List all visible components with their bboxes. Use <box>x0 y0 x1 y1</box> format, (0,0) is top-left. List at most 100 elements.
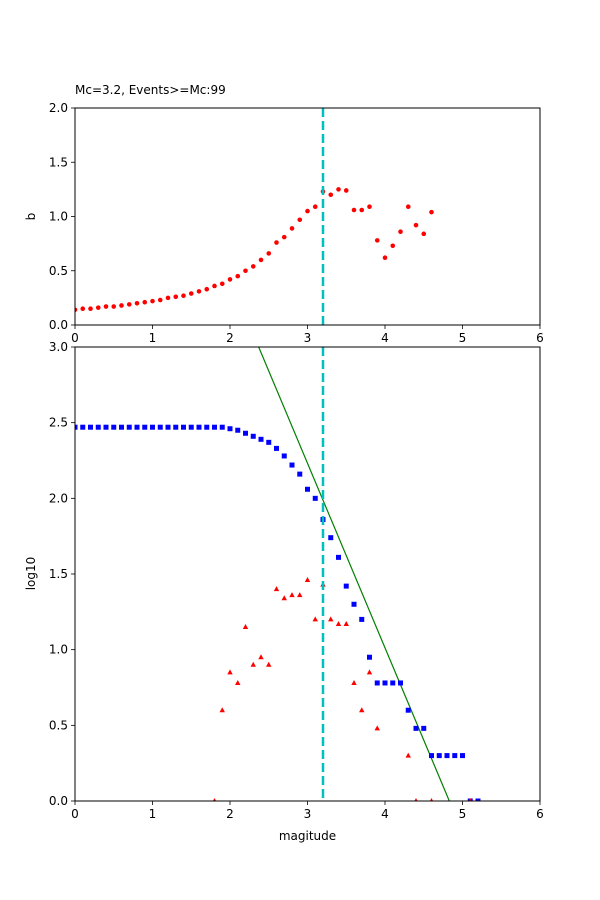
b-panel-xtick-label: 1 <box>149 331 157 345</box>
b-panel-point <box>274 240 279 245</box>
log10-panel-triangle-point <box>414 798 418 801</box>
log10-panel-xtick-label: 0 <box>71 807 79 821</box>
log10-panel-square-point <box>212 424 217 430</box>
log10-panel-square-point <box>460 753 465 759</box>
log10-panel-triangle-point <box>405 752 411 758</box>
log10-panel-square-point <box>390 680 396 686</box>
b-panel-point <box>204 286 210 292</box>
log10-panel-square-point <box>235 427 241 433</box>
log10-panel-square-point <box>297 471 303 477</box>
log10-panel-triangle-point <box>258 654 264 660</box>
b-panel-point <box>281 234 287 240</box>
b-panel-point <box>351 207 357 213</box>
log10-panel-frame <box>74 346 541 802</box>
log10-panel-triangle-point <box>335 620 342 626</box>
b-panel-ytick-label: 1.5 <box>49 155 68 169</box>
log10-panel-ytick-label: 3.0 <box>49 340 68 354</box>
b-panel-point <box>258 257 264 263</box>
b-panel-point <box>367 204 372 210</box>
b-panel-ytick-label: 0.0 <box>49 318 68 332</box>
b-panel-point <box>336 187 341 192</box>
log10-panel-square-point <box>475 798 481 801</box>
log10-panel-square-point <box>250 433 256 439</box>
log10-panel-square-point <box>75 424 78 430</box>
b-panel-point <box>421 231 427 237</box>
log10-panel-xlabel: magitude <box>279 829 336 843</box>
log10-panel-square-point <box>126 424 132 430</box>
log10-panel-square-point <box>305 486 310 492</box>
b-panel-point <box>165 295 171 301</box>
log10-panel-ticks: 0 1 2 3 4 5 6 0.0 0.5 1.0 1.5 2.0 2.5 3.0 <box>49 340 544 821</box>
b-panel-point <box>266 251 272 256</box>
log10-panel-xtick-label: 4 <box>381 807 389 821</box>
b-panel-point <box>297 217 303 223</box>
log10-panel-ytick-label: 0.0 <box>49 794 68 808</box>
b-panel-xtick-label: 0 <box>71 331 79 345</box>
b-panel-point <box>235 273 241 279</box>
log10-panel-square-point <box>289 462 295 468</box>
log10-panel-square-point <box>150 424 155 430</box>
log10-panel-square-point <box>429 753 434 759</box>
b-panel-point <box>250 264 256 269</box>
b-panel-ytick-label: 2.0 <box>49 101 68 115</box>
log10-panel-ylabel: log10 <box>24 557 38 591</box>
log10-panel-square-point <box>119 424 124 430</box>
log10-panel-square-point <box>188 424 194 430</box>
log10-panel-triangle-point <box>242 623 249 629</box>
log10-panel-square-point <box>274 445 279 451</box>
b-panel-point <box>227 277 233 282</box>
log10-panel-square-point <box>88 424 93 430</box>
b-panel-point <box>150 298 155 304</box>
log10-panel-square-point <box>359 616 365 622</box>
b-panel-point <box>243 268 248 274</box>
log10-panel-square-point <box>157 424 163 430</box>
log10-panel-triangle-point <box>219 707 225 713</box>
b-panel-point <box>142 299 148 305</box>
b-panel-point <box>111 304 117 309</box>
b-panel-point <box>157 297 163 303</box>
log10-panel-square-point <box>243 430 248 436</box>
b-panel-point <box>305 208 310 214</box>
b-panel-point <box>312 204 318 210</box>
log10-panel-square-point <box>111 424 117 430</box>
log10-panel-triangle-point <box>359 707 365 713</box>
log10-panel-square-point <box>413 725 419 731</box>
b-panel-point <box>212 283 217 289</box>
log10-panel-triangle-point <box>289 592 295 598</box>
b-value-panel: Mc=3.2, Events>=Mc:99 b 0 1 2 3 4 5 6 0.0 0.5 1.0… <box>24 83 544 345</box>
log10-panel-ytick-label: 2.5 <box>49 416 68 430</box>
log10-panel-square-point <box>281 453 287 459</box>
log10-panel-square-point <box>266 439 272 445</box>
log10-panel-triangle-point <box>374 725 380 731</box>
log10-panel-square-point <box>196 424 202 430</box>
b-panel-point <box>328 192 334 198</box>
b-panel-point <box>173 294 179 300</box>
log10-panel-ytick-label: 1.0 <box>49 643 68 657</box>
log10-panel-triangle-point <box>212 798 217 801</box>
log10-panel-triangle-point <box>366 669 373 675</box>
log10-panel-square-point <box>343 583 349 589</box>
log10-panel-square-point <box>219 424 225 430</box>
b-panel-point <box>80 306 86 312</box>
b-panel-point <box>95 305 101 310</box>
log10-panel-triangle-point <box>235 679 241 685</box>
log10-panel-triangle-point <box>312 616 318 622</box>
log10-panel-square-point <box>80 424 86 430</box>
log10-panel-square-point <box>374 680 380 686</box>
log10-panel-square-point <box>452 753 458 759</box>
b-panel-point <box>181 293 186 299</box>
log10-panel-xtick-label: 6 <box>536 807 544 821</box>
b-panel-ticks: 0 1 2 3 4 5 6 0.0 0.5 1.0 1.5 2.0 <box>49 101 544 345</box>
log10-panel-ytick-label: 0.5 <box>49 718 68 732</box>
log10-panel-triangle-point <box>250 661 256 667</box>
log10-panel-square-point <box>336 554 341 560</box>
log10-panel-triangle-point <box>328 616 334 622</box>
log10-panel-triangle-point <box>304 577 311 583</box>
log10-panel-square-point <box>405 707 411 713</box>
b-panel-point <box>134 301 140 306</box>
log10-panel-triangle-point <box>297 592 303 598</box>
b-panel-point <box>126 302 132 307</box>
b-panel-xtick-label: 4 <box>381 331 389 345</box>
b-panel-point <box>374 238 380 243</box>
